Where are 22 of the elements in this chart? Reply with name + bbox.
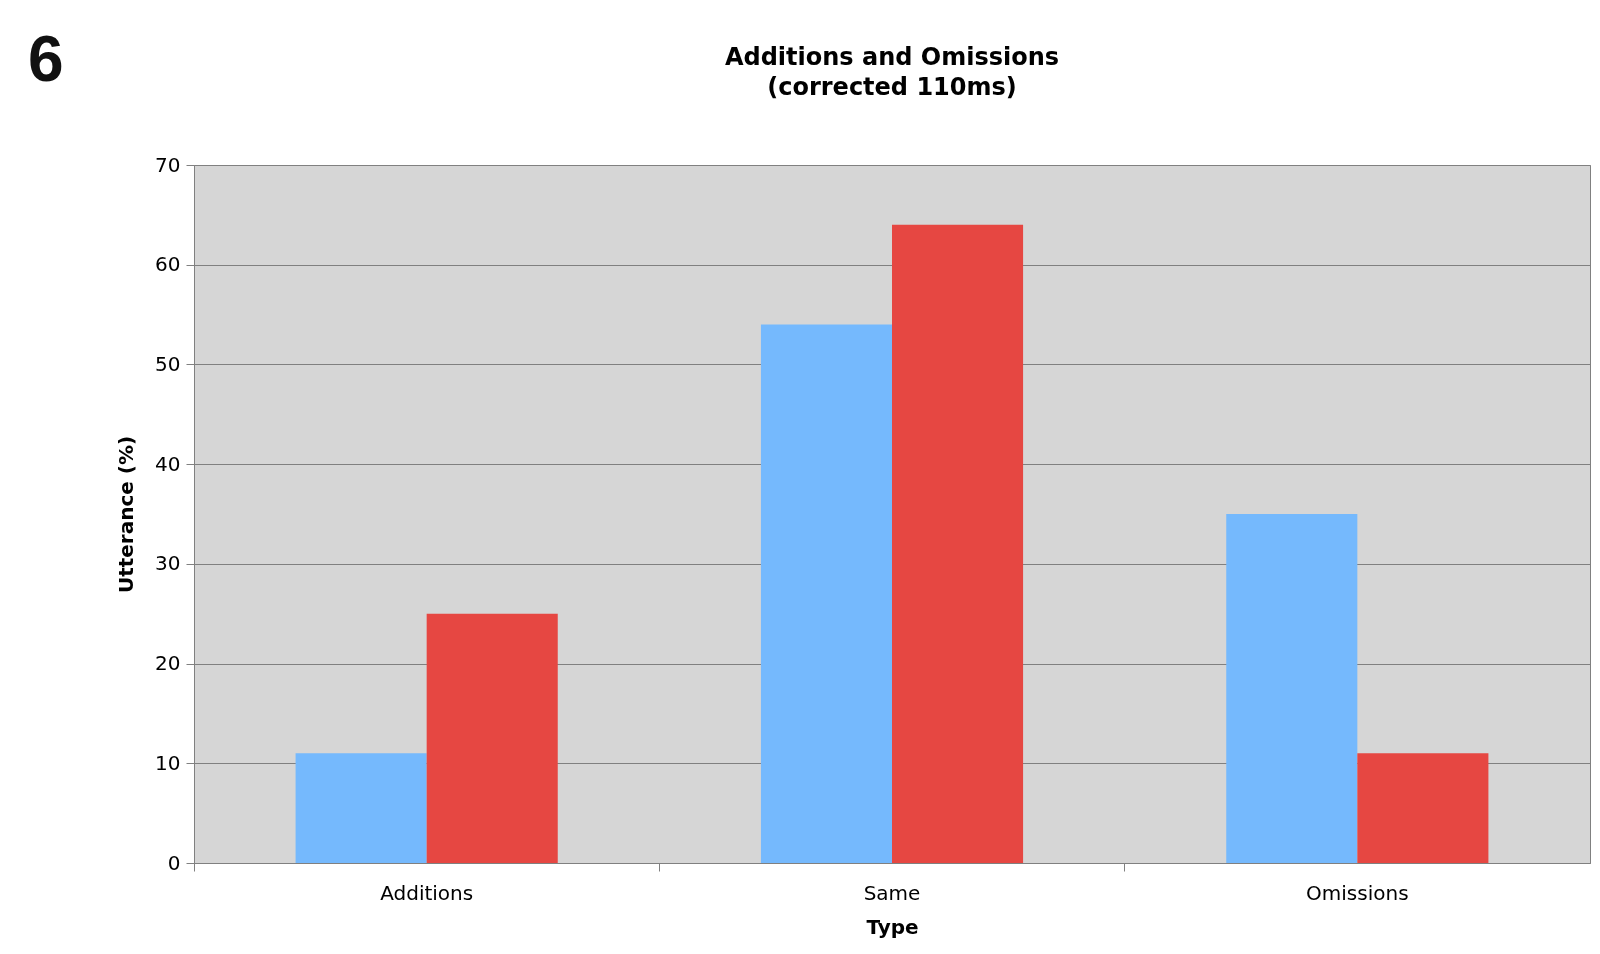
y-tick-label: 0	[167, 850, 181, 875]
y-tick-label: 40	[155, 451, 181, 476]
y-tick-label: 30	[155, 551, 181, 576]
bar	[760, 324, 892, 863]
chart-subtitle: (corrected 110ms)	[767, 73, 1017, 101]
x-tick-label: Additions	[380, 880, 474, 905]
bar	[295, 753, 427, 863]
bar	[1226, 514, 1358, 863]
y-tick-label: 70	[155, 152, 181, 177]
y-tick-label: 60	[155, 252, 181, 277]
y-tick-label: 50	[155, 351, 181, 376]
bar	[892, 224, 1024, 863]
x-axis-title: Type	[866, 914, 919, 939]
y-axis-title: Utterance (%)	[114, 435, 139, 594]
y-tick-label: 10	[155, 750, 181, 775]
x-tick-label: Same	[863, 880, 921, 905]
bar	[426, 613, 558, 863]
bar	[1357, 753, 1489, 863]
y-tick-label: 20	[155, 651, 181, 676]
x-tick-label: Omissions	[1306, 880, 1409, 905]
chart-title: Additions and Omissions	[724, 43, 1060, 71]
text: 6	[28, 22, 64, 96]
